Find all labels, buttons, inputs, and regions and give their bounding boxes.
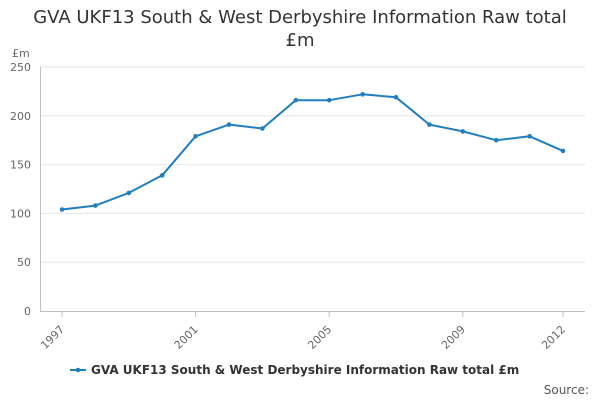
y-tick-label: 50 — [17, 256, 31, 269]
data-point — [293, 97, 299, 103]
y-tick-label: 150 — [10, 159, 31, 172]
data-point — [560, 148, 566, 154]
x-tick-label: 1997 — [38, 323, 67, 352]
x-tick-label: 2001 — [172, 323, 201, 352]
y-tick-label: 250 — [10, 61, 31, 74]
x-tick-label: 2005 — [305, 323, 334, 352]
x-tick-label: 2009 — [439, 323, 468, 352]
data-point — [527, 133, 532, 139]
data-point — [159, 173, 165, 178]
data-point — [193, 133, 198, 139]
x-tick-label: 2012 — [539, 323, 568, 352]
data-point — [93, 203, 98, 208]
data-point — [360, 92, 365, 97]
series-line — [61, 93, 564, 211]
legend-marker-icon — [75, 367, 81, 373]
y-tick-label: 200 — [10, 110, 31, 123]
chart-title: GVA UKF13 South & West Derbyshire Inform… — [33, 7, 567, 51]
data-point — [126, 190, 132, 196]
data-point — [326, 97, 332, 103]
data-point — [59, 207, 65, 212]
source-label: Source: — [544, 383, 589, 397]
y-tick-label: 100 — [10, 207, 31, 220]
y-axis-unit-label: £m — [12, 47, 30, 60]
data-point — [460, 129, 466, 134]
y-tick-label: 0 — [24, 305, 31, 318]
data-point — [493, 137, 499, 143]
data-point — [226, 122, 232, 127]
data-point — [427, 122, 432, 127]
data-point — [393, 94, 399, 100]
legend-label: GVA UKF13 South & West Derbyshire Inform… — [91, 363, 519, 377]
data-point — [260, 126, 265, 131]
